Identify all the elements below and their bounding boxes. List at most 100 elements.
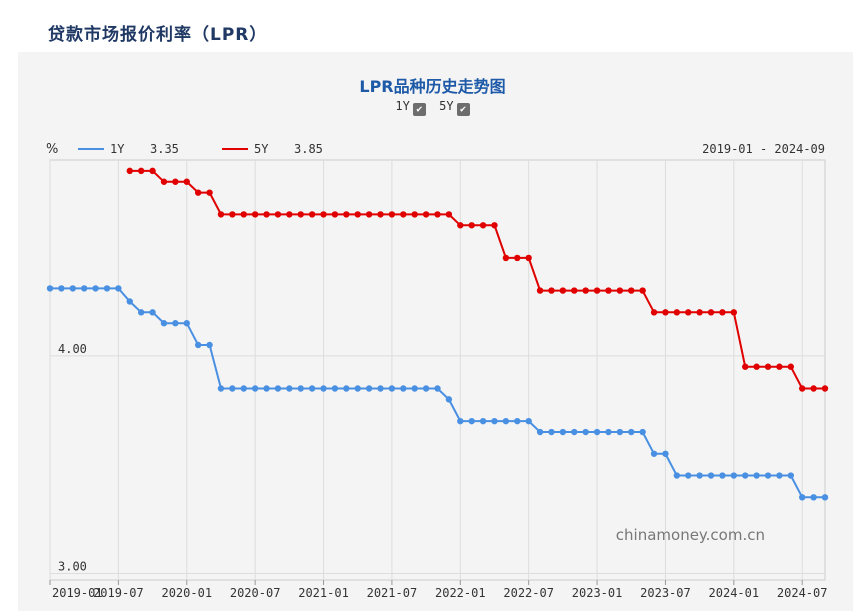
data-point-5y	[183, 178, 190, 185]
data-point-5y	[297, 211, 304, 218]
data-point-1y	[126, 298, 133, 305]
data-point-5y	[628, 287, 635, 294]
data-point-1y	[742, 472, 749, 479]
data-point-5y	[742, 363, 749, 370]
data-point-1y	[753, 472, 760, 479]
data-point-1y	[787, 472, 795, 479]
legend-label: 5Y	[254, 142, 269, 156]
data-point-1y	[673, 472, 681, 479]
data-point-5y	[662, 309, 669, 316]
data-point-5y	[479, 222, 487, 229]
x-tick-label: 2019-01	[52, 586, 103, 600]
data-point-1y	[331, 385, 339, 392]
data-point-1y	[491, 417, 498, 425]
data-point-5y	[308, 211, 316, 218]
data-point-5y	[582, 287, 589, 294]
data-point-5y	[422, 211, 430, 218]
y-tick-label: 3.00	[58, 559, 87, 573]
data-point-5y	[320, 211, 327, 218]
data-point-1y	[525, 417, 532, 425]
data-point-1y	[263, 385, 270, 392]
data-point-1y	[320, 385, 327, 392]
watermark: chinamoney.com.cn	[616, 526, 765, 544]
data-point-1y	[776, 472, 783, 479]
data-point-1y	[605, 428, 612, 436]
data-point-1y	[115, 285, 122, 292]
data-point-5y	[286, 211, 293, 218]
data-point-5y	[605, 287, 612, 294]
data-point-5y	[685, 309, 692, 316]
data-point-1y	[719, 472, 726, 479]
x-tick-label: 2022-07	[503, 586, 554, 600]
x-tick-label: 2023-01	[572, 586, 623, 600]
data-point-1y	[628, 428, 635, 436]
legend-value: 3.85	[294, 142, 323, 156]
x-tick-label: 2020-01	[161, 586, 212, 600]
y-tick-label: 4.00	[58, 342, 87, 356]
data-point-1y	[707, 472, 715, 479]
data-point-1y	[400, 385, 407, 392]
page-title: 贷款市场报价利率（LPR）	[48, 25, 268, 45]
data-point-1y	[548, 428, 555, 436]
data-point-5y	[365, 211, 373, 218]
data-point-1y	[662, 450, 669, 457]
toggle-1y[interactable]: 1Y ✔	[395, 99, 426, 116]
data-point-1y	[183, 320, 190, 327]
chart-title: LPR品种历史走势图	[359, 77, 506, 96]
data-point-1y	[559, 428, 567, 436]
data-point-1y	[274, 385, 282, 392]
data-point-1y	[343, 385, 350, 392]
data-point-1y	[479, 417, 487, 425]
data-point-1y	[137, 309, 145, 316]
data-point-1y	[217, 385, 225, 392]
data-point-5y	[571, 287, 578, 294]
data-point-5y	[274, 211, 282, 218]
data-point-5y	[194, 189, 202, 196]
data-point-5y	[149, 167, 156, 175]
toggle-5y[interactable]: 5Y ✔	[439, 99, 470, 116]
x-tick-label: 2020-07	[230, 586, 281, 600]
data-point-1y	[593, 428, 601, 436]
data-point-5y	[160, 178, 168, 185]
data-point-1y	[149, 309, 156, 316]
data-point-5y	[821, 385, 829, 392]
data-point-1y	[308, 385, 316, 392]
checkbox-checked-icon[interactable]: ✔	[412, 103, 426, 116]
data-point-1y	[206, 341, 213, 349]
data-point-5y	[377, 211, 384, 218]
data-point-5y	[137, 167, 145, 175]
data-point-5y	[502, 254, 510, 262]
x-tick-label: 2021-01	[298, 586, 349, 600]
data-point-1y	[616, 428, 624, 436]
checkbox-checked-icon[interactable]: ✔	[456, 103, 470, 116]
data-point-5y	[799, 385, 806, 392]
data-point-1y	[445, 396, 453, 403]
data-point-1y	[69, 285, 76, 292]
x-tick-label: 2023-07	[640, 586, 691, 600]
data-point-1y	[411, 385, 418, 392]
toggle-5y-label: 5Y	[439, 99, 454, 113]
data-point-1y	[810, 494, 817, 501]
data-point-5y	[251, 211, 259, 218]
data-point-5y	[434, 211, 441, 218]
data-point-1y	[514, 417, 521, 425]
data-point-5y	[343, 211, 350, 218]
data-point-5y	[206, 189, 213, 196]
data-point-1y	[502, 417, 510, 425]
data-point-1y	[730, 472, 738, 479]
data-point-5y	[126, 167, 133, 175]
x-tick-label: 2019-07	[93, 586, 144, 600]
legend-value: 3.35	[150, 142, 179, 156]
data-point-1y	[354, 385, 361, 392]
data-point-1y	[172, 320, 179, 327]
data-point-5y	[673, 309, 681, 316]
data-point-1y	[46, 285, 54, 292]
data-point-5y	[331, 211, 339, 218]
data-point-1y	[194, 341, 202, 349]
data-point-5y	[491, 222, 498, 229]
data-point-1y	[582, 428, 589, 436]
data-point-1y	[229, 385, 236, 392]
data-point-1y	[536, 428, 544, 436]
x-tick-label: 2022-01	[435, 586, 486, 600]
data-point-1y	[377, 385, 384, 392]
